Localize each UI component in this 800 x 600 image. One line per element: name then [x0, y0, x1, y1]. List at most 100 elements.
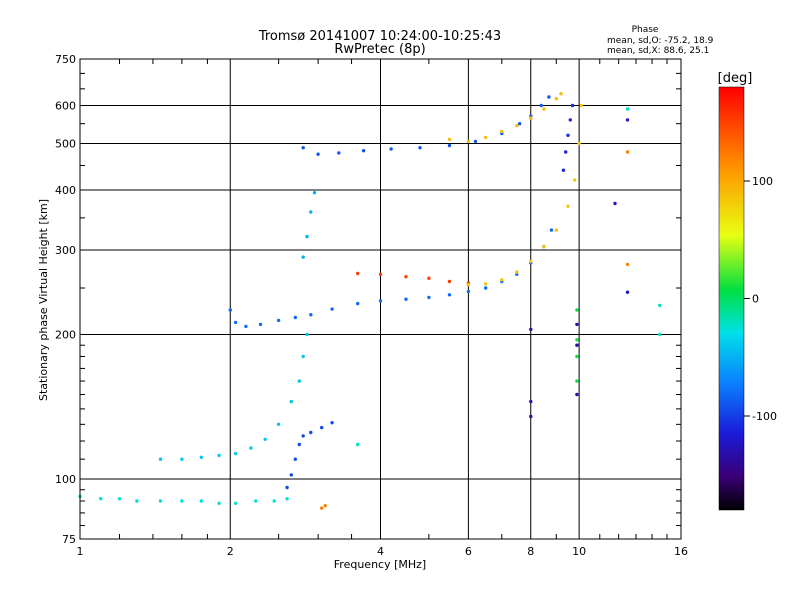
data-point [389, 147, 393, 151]
data-point [568, 118, 572, 122]
y-tick-label: 200 [55, 329, 76, 342]
data-point [575, 338, 579, 342]
data-point [135, 499, 139, 503]
data-point [272, 499, 276, 503]
colorbar-label: [deg] [718, 71, 753, 86]
data-point [579, 103, 583, 108]
data-point [625, 107, 630, 111]
data-point [99, 497, 103, 501]
phase-stats-x: mean, sd,X: 88.6, 25.1 [607, 46, 709, 56]
data-point [293, 315, 297, 320]
data-point [233, 320, 238, 325]
data-point [484, 135, 488, 140]
data-point [529, 327, 533, 332]
chart-subtitle: RwPretec (8p) [334, 42, 425, 57]
y-tick-label: 75 [62, 533, 76, 546]
y-tick-label: 500 [55, 138, 76, 151]
data-point [542, 244, 546, 249]
data-point [500, 129, 504, 134]
data-point [378, 299, 383, 303]
data-point [309, 313, 313, 317]
data-point [561, 168, 566, 172]
x-tick-label: 8 [527, 545, 534, 558]
data-point [199, 455, 203, 459]
data-point [301, 354, 305, 359]
chart-title: Tromsø 20141007 10:24:00-10:25:43 [258, 29, 501, 44]
data-point [404, 275, 408, 279]
data-point [228, 308, 232, 312]
data-point [305, 234, 309, 239]
data-point [244, 324, 248, 329]
x-axis-label: Frequency [MHz] [334, 558, 426, 571]
grid [80, 59, 681, 539]
data-point [356, 301, 360, 306]
x-tick-label: 10 [572, 545, 586, 558]
data-point [305, 332, 309, 337]
data-point [466, 139, 471, 144]
data-point [466, 283, 471, 287]
data-point [217, 501, 221, 505]
data-point [625, 262, 630, 267]
phase-stats-o: mean, sd,O: -75.2, 18.9 [607, 36, 714, 46]
data-point [320, 425, 324, 430]
plot-frame [79, 58, 682, 540]
data-point [559, 92, 563, 96]
data-point [301, 146, 305, 150]
data-point [500, 278, 504, 282]
phase-stats-title: Phase [632, 25, 659, 35]
data-point [249, 446, 253, 450]
data-point [323, 504, 327, 508]
data-point [566, 133, 570, 137]
colorbar-tick-label: -100 [752, 410, 777, 423]
y-tick-label: 400 [55, 184, 76, 197]
data-point [575, 322, 579, 327]
data-point [337, 151, 341, 155]
data-point [320, 506, 324, 510]
data-point [404, 297, 408, 301]
data-point [356, 442, 360, 447]
data-point [658, 332, 662, 337]
data-point [529, 414, 533, 419]
data-point [515, 123, 519, 128]
data-point [258, 322, 263, 327]
data-point [529, 259, 533, 264]
data-point [117, 497, 122, 501]
data-point [309, 430, 313, 435]
data-point [547, 95, 551, 99]
data-point [570, 103, 575, 108]
data-point [575, 308, 579, 312]
data-point [575, 392, 579, 397]
data-point [285, 485, 289, 490]
data-point [658, 303, 662, 308]
data-point [625, 118, 630, 122]
data-point [577, 141, 581, 146]
y-tick-label: 600 [55, 100, 76, 113]
data-point [289, 473, 293, 477]
data-point [378, 272, 383, 276]
data-point [447, 143, 452, 148]
y-tick-label: 100 [55, 473, 76, 486]
colorbar [718, 86, 745, 511]
data-point [180, 457, 184, 461]
data-point [217, 453, 221, 458]
data-point [297, 379, 301, 383]
data-point [575, 354, 579, 359]
x-tick-label: 1 [77, 545, 84, 558]
data-point [539, 103, 543, 108]
x-tick-label: 6 [465, 545, 472, 558]
data-point [199, 499, 203, 503]
data-point [330, 307, 334, 311]
data-point [309, 210, 313, 214]
x-tick-labels: 1 2 4 6 8 10 16 [77, 545, 689, 558]
y-tick-label: 750 [55, 53, 76, 66]
data-point [484, 282, 488, 286]
data-point [625, 150, 630, 154]
data-point [180, 499, 184, 503]
data-point [297, 442, 301, 447]
data-point [554, 97, 558, 101]
data-point [316, 152, 320, 156]
x-tick-label: 4 [377, 545, 384, 558]
data-point [301, 255, 305, 259]
data-point [427, 276, 431, 280]
data-point [575, 343, 579, 347]
